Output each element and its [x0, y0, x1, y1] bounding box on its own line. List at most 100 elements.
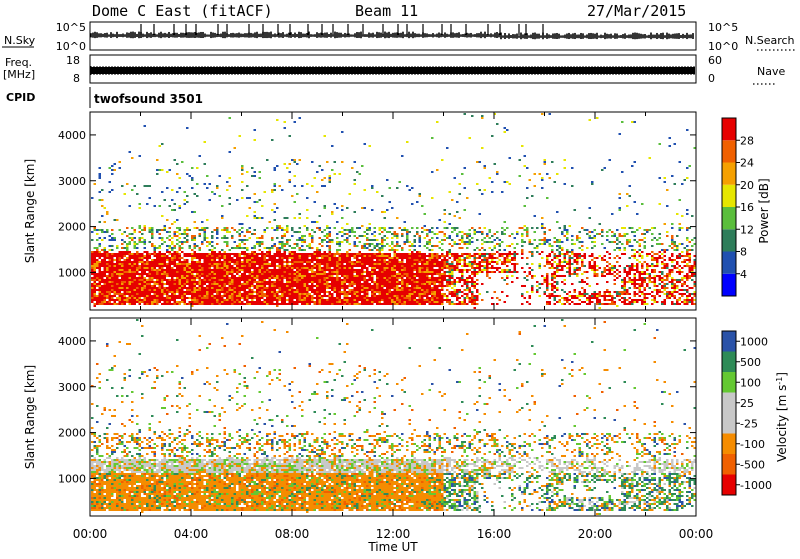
- power-cell: [321, 231, 324, 233]
- power-cell: [361, 261, 364, 263]
- power-cell: [279, 283, 282, 285]
- power-cell: [421, 257, 424, 259]
- power-cell: [326, 233, 329, 235]
- power-cell: [191, 257, 194, 259]
- power-cell: [229, 295, 232, 297]
- power-cell: [399, 265, 402, 267]
- power-cell: [246, 285, 249, 287]
- power-cell: [119, 161, 122, 163]
- power-cell: [384, 289, 387, 291]
- power-cell: [124, 261, 127, 263]
- power-cell: [371, 269, 374, 271]
- power-cell: [279, 269, 282, 271]
- power-cell: [209, 265, 212, 267]
- power-cell: [364, 245, 367, 247]
- power-cell: [271, 299, 274, 301]
- power-cell: [144, 251, 147, 253]
- power-cell: [254, 273, 257, 275]
- power-cell: [91, 299, 94, 301]
- power-cell: [321, 297, 324, 299]
- power-cell: [244, 273, 247, 275]
- power-cell: [446, 265, 449, 267]
- power-cell: [159, 273, 162, 275]
- power-cell: [301, 279, 304, 281]
- power-cell: [104, 231, 107, 233]
- power-cell: [176, 271, 179, 273]
- power-cell: [119, 285, 122, 287]
- power-cell: [296, 253, 299, 255]
- power-cell: [261, 217, 264, 219]
- power-cell: [131, 289, 134, 291]
- power-cell: [284, 243, 287, 245]
- power-cell: [326, 299, 329, 301]
- power-cell: [261, 303, 264, 305]
- power-cell: [146, 203, 149, 205]
- power-cell: [216, 283, 219, 285]
- power-cell: [221, 297, 224, 299]
- power-cell: [324, 273, 327, 275]
- power-cell: [194, 257, 197, 259]
- power-cell: [424, 279, 427, 281]
- power-cell: [196, 287, 199, 289]
- power-cell: [326, 267, 329, 269]
- power-cell: [151, 297, 154, 299]
- power-cell: [121, 263, 124, 265]
- power-cell: [269, 283, 272, 285]
- power-cell: [291, 265, 294, 267]
- power-cell: [249, 277, 252, 279]
- power-cell: [121, 267, 124, 269]
- power-cell: [94, 283, 97, 285]
- power-cell: [271, 297, 274, 299]
- power-cell: [136, 277, 139, 279]
- power-cell: [106, 301, 109, 303]
- power-cell: [324, 239, 327, 241]
- power-cell: [381, 243, 384, 245]
- power-cell: [389, 245, 392, 247]
- power-cell: [181, 271, 184, 273]
- power-cell: [176, 295, 179, 297]
- power-cell: [211, 237, 214, 239]
- power-cell: [114, 239, 117, 241]
- power-cell: [311, 289, 314, 291]
- power-cell: [416, 255, 419, 257]
- power-cell: [321, 271, 324, 273]
- power-cell: [441, 281, 444, 283]
- power-cell: [206, 291, 209, 293]
- power-cell: [314, 301, 317, 303]
- power-cell: [339, 173, 342, 175]
- power-cell: [281, 283, 284, 285]
- power-cell: [374, 293, 377, 295]
- power-cell: [274, 167, 277, 169]
- power-cell: [399, 255, 402, 257]
- power-cell: [256, 291, 259, 293]
- power-cell: [304, 271, 307, 273]
- power-cell: [329, 287, 332, 289]
- power-cell: [214, 295, 217, 297]
- power-cell: [379, 269, 382, 271]
- power-cell: [101, 293, 104, 295]
- power-cell: [136, 295, 139, 297]
- power-cell: [319, 297, 322, 299]
- power-cell: [179, 271, 182, 273]
- power-cell: [174, 275, 177, 277]
- power-cell: [154, 287, 157, 289]
- power-cell: [229, 301, 232, 303]
- power-cell: [179, 273, 182, 275]
- power-cell: [409, 295, 412, 297]
- power-cell: [429, 279, 432, 281]
- power-cell: [259, 293, 262, 295]
- nsky-trace: [91, 24, 693, 39]
- power-cell: [161, 267, 164, 269]
- power-cell: [349, 281, 352, 283]
- power-cell: [91, 301, 94, 303]
- power-cell: [356, 269, 359, 271]
- power-cell: [136, 301, 139, 303]
- power-cell: [244, 295, 247, 297]
- power-cell: [259, 271, 262, 273]
- power-cell: [94, 305, 97, 307]
- power-cell: [146, 269, 149, 271]
- nsearch-tick-bottom: 10^0: [708, 40, 738, 53]
- power-cell: [414, 249, 417, 251]
- power-cell: [231, 257, 234, 259]
- power-cell: [411, 245, 414, 247]
